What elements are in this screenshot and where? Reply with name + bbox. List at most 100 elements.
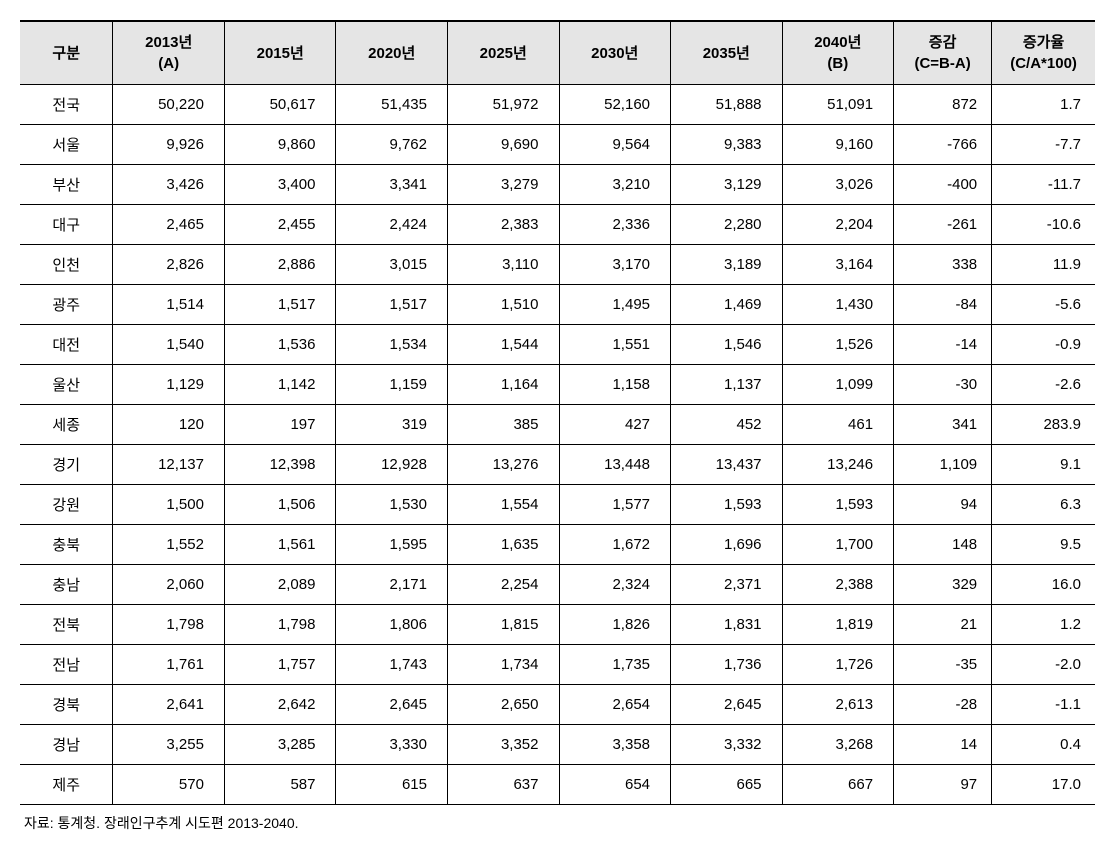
table-cell: 2,388: [782, 565, 894, 605]
table-cell: 9,762: [336, 125, 448, 165]
table-cell: 197: [224, 405, 336, 445]
table-cell: 1,798: [113, 605, 225, 645]
table-cell: 3,285: [224, 725, 336, 765]
table-cell: 3,352: [447, 725, 559, 765]
table-cell: 654: [559, 765, 671, 805]
table-cell: 2,886: [224, 245, 336, 285]
table-cell: 9,926: [113, 125, 225, 165]
table-row: 강원1,5001,5061,5301,5541,5771,5931,593946…: [20, 485, 1095, 525]
table-cell: 1,696: [671, 525, 783, 565]
table-body: 전국50,22050,61751,43551,97252,16051,88851…: [20, 85, 1095, 805]
table-cell: 세종: [20, 405, 113, 445]
table-cell: 51,888: [671, 85, 783, 125]
table-row: 울산1,1291,1421,1591,1641,1581,1371,099-30…: [20, 365, 1095, 405]
table-row: 충북1,5521,5611,5951,6351,6721,6961,700148…: [20, 525, 1095, 565]
population-projection-table: 구분2013년(A)2015년2020년2025년2030년2035년2040년…: [20, 20, 1095, 805]
table-cell: 1,530: [336, 485, 448, 525]
table-cell: 120: [113, 405, 225, 445]
table-cell: 1,743: [336, 645, 448, 685]
table-cell: 3,358: [559, 725, 671, 765]
table-cell: 2,455: [224, 205, 336, 245]
table-cell: 3,015: [336, 245, 448, 285]
table-cell: 1,158: [559, 365, 671, 405]
table-cell: 637: [447, 765, 559, 805]
table-cell: 2,654: [559, 685, 671, 725]
table-cell: 2,204: [782, 205, 894, 245]
table-cell: 전북: [20, 605, 113, 645]
table-cell: 13,276: [447, 445, 559, 485]
table-cell: 3,255: [113, 725, 225, 765]
table-cell: 9,383: [671, 125, 783, 165]
table-cell: 1,099: [782, 365, 894, 405]
table-cell: 97: [894, 765, 992, 805]
table-cell: 1,700: [782, 525, 894, 565]
table-cell: 319: [336, 405, 448, 445]
table-cell: 13,437: [671, 445, 783, 485]
table-cell: 1,517: [224, 285, 336, 325]
table-cell: 광주: [20, 285, 113, 325]
table-cell: -2.0: [992, 645, 1095, 685]
table-cell: -84: [894, 285, 992, 325]
table-cell: 3,189: [671, 245, 783, 285]
table-cell: 2,171: [336, 565, 448, 605]
table-cell: 6.3: [992, 485, 1095, 525]
table-cell: 1,506: [224, 485, 336, 525]
table-cell: 경남: [20, 725, 113, 765]
table-header-row: 구분2013년(A)2015년2020년2025년2030년2035년2040년…: [20, 21, 1095, 85]
table-row: 광주1,5141,5171,5171,5101,4951,4691,430-84…: [20, 285, 1095, 325]
table-cell: 51,972: [447, 85, 559, 125]
table-cell: 14: [894, 725, 992, 765]
table-row: 대구2,4652,4552,4242,3832,3362,2802,204-26…: [20, 205, 1095, 245]
table-row: 대전1,5401,5361,5341,5441,5511,5461,526-14…: [20, 325, 1095, 365]
table-cell: 제주: [20, 765, 113, 805]
table-cell: 667: [782, 765, 894, 805]
table-footnote: 자료: 통계청. 장래인구추계 시도편 2013-2040.: [20, 813, 1095, 833]
table-cell: 1.2: [992, 605, 1095, 645]
table-cell: -10.6: [992, 205, 1095, 245]
table-cell: 283.9: [992, 405, 1095, 445]
table-cell: 인천: [20, 245, 113, 285]
table-row: 경북2,6412,6422,6452,6502,6542,6452,613-28…: [20, 685, 1095, 725]
table-cell: 0.4: [992, 725, 1095, 765]
table-cell: 1,510: [447, 285, 559, 325]
table-cell: -400: [894, 165, 992, 205]
table-cell: 1,593: [782, 485, 894, 525]
table-row: 충남2,0602,0892,1712,2542,3242,3712,388329…: [20, 565, 1095, 605]
table-cell: 1,635: [447, 525, 559, 565]
table-row: 경남3,2553,2853,3303,3523,3583,3323,268140…: [20, 725, 1095, 765]
table-cell: 울산: [20, 365, 113, 405]
table-cell: 2,465: [113, 205, 225, 245]
table-row: 전남1,7611,7571,7431,7341,7351,7361,726-35…: [20, 645, 1095, 685]
table-row: 세종120197319385427452461341283.9: [20, 405, 1095, 445]
table-cell: 452: [671, 405, 783, 445]
table-cell: 1,159: [336, 365, 448, 405]
table-cell: 강원: [20, 485, 113, 525]
table-cell: 2,650: [447, 685, 559, 725]
table-cell: 1,142: [224, 365, 336, 405]
table-cell: 1,534: [336, 325, 448, 365]
table-cell: 1,552: [113, 525, 225, 565]
table-cell: 1,826: [559, 605, 671, 645]
table-cell: 1,815: [447, 605, 559, 645]
table-cell: 2,826: [113, 245, 225, 285]
table-cell: 1,798: [224, 605, 336, 645]
table-header-cell: 증감(C=B-A): [894, 21, 992, 85]
table-cell: 1,735: [559, 645, 671, 685]
table-cell: 2,280: [671, 205, 783, 245]
table-header-cell: 2025년: [447, 21, 559, 85]
table-cell: -28: [894, 685, 992, 725]
table-cell: 1,514: [113, 285, 225, 325]
table-row: 경기12,13712,39812,92813,27613,44813,43713…: [20, 445, 1095, 485]
table-cell: 570: [113, 765, 225, 805]
table-cell: 전국: [20, 85, 113, 125]
table-cell: 52,160: [559, 85, 671, 125]
table-cell: 1,551: [559, 325, 671, 365]
table-cell: 3,110: [447, 245, 559, 285]
table-header-cell: 2035년: [671, 21, 783, 85]
table-cell: 50,617: [224, 85, 336, 125]
table-cell: 경북: [20, 685, 113, 725]
table-cell: 충남: [20, 565, 113, 605]
table-cell: 338: [894, 245, 992, 285]
table-cell: 1,593: [671, 485, 783, 525]
table-cell: 9,160: [782, 125, 894, 165]
